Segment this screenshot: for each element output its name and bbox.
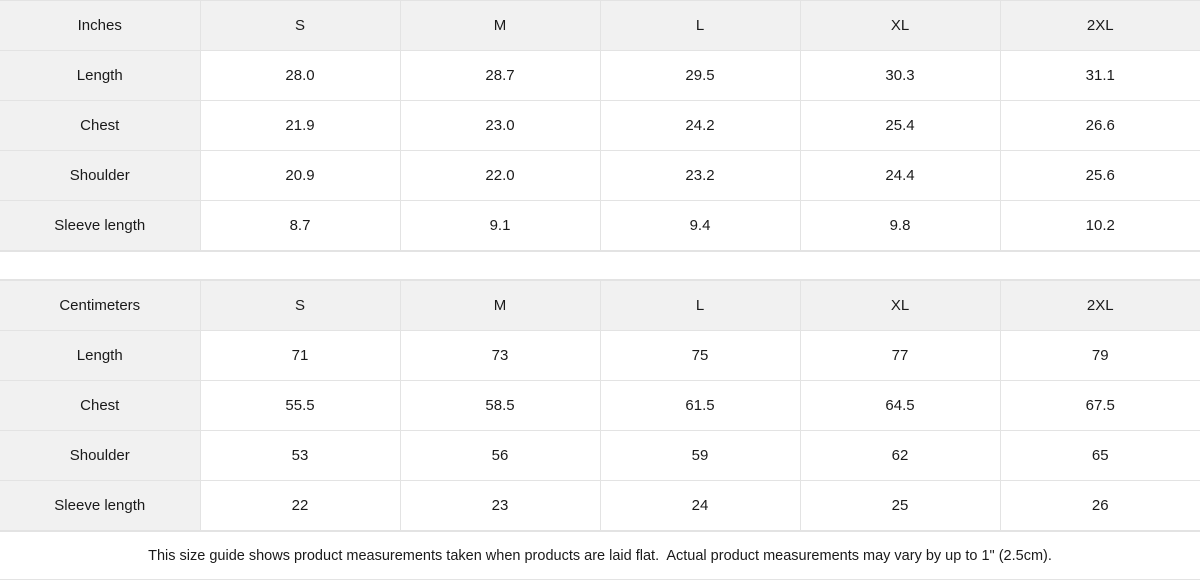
row-label-shoulder: Shoulder <box>0 430 201 482</box>
row-label-chest: Chest <box>0 380 201 432</box>
column-header-l: L <box>600 280 801 332</box>
cell-length-s: 28.0 <box>200 50 401 101</box>
cell-sleeve-length-s: 8.7 <box>200 200 401 251</box>
cell-shoulder-2xl: 65 <box>1000 430 1200 482</box>
header-row: Inches S M L XL 2XL <box>0 0 1200 51</box>
row-label-sleeve-length: Sleeve length <box>0 480 201 532</box>
unit-label-inches: Inches <box>0 0 201 51</box>
cell-chest-xl: 25.4 <box>800 100 1001 151</box>
cell-sleeve-length-l: 24 <box>600 480 801 532</box>
cell-chest-l: 61.5 <box>600 380 801 432</box>
column-header-l: L <box>600 0 801 51</box>
table-body-centimeters: Length 71 73 75 77 79 Chest 55.5 58.5 61… <box>0 330 1200 532</box>
row-label-sleeve-length: Sleeve length <box>0 200 201 251</box>
cell-sleeve-length-2xl: 26 <box>1000 480 1200 532</box>
cell-shoulder-m: 56 <box>400 430 601 482</box>
cell-shoulder-l: 59 <box>600 430 801 482</box>
row-label-shoulder: Shoulder <box>0 150 201 201</box>
cell-sleeve-length-l: 9.4 <box>600 200 801 251</box>
table-header-centimeters: Centimeters S M L XL 2XL <box>0 280 1200 332</box>
header-row: Centimeters S M L XL 2XL <box>0 280 1200 332</box>
size-guide-footnote: This size guide shows product measuremen… <box>0 531 1200 580</box>
size-table-inches: Inches S M L XL 2XL Length 28.0 28.7 29.… <box>0 0 1200 251</box>
table-header-inches: Inches S M L XL 2XL <box>0 0 1200 51</box>
column-header-xl: XL <box>800 0 1001 51</box>
cell-length-l: 29.5 <box>600 50 801 101</box>
cell-shoulder-xl: 24.4 <box>800 150 1001 201</box>
row-label-length: Length <box>0 330 201 382</box>
cell-sleeve-length-m: 23 <box>400 480 601 532</box>
table-row: Chest 55.5 58.5 61.5 64.5 67.5 <box>0 380 1200 432</box>
cell-shoulder-s: 53 <box>200 430 401 482</box>
table-row: Shoulder 53 56 59 62 65 <box>0 430 1200 482</box>
cell-length-2xl: 79 <box>1000 330 1200 382</box>
cell-sleeve-length-m: 9.1 <box>400 200 601 251</box>
table-spacer <box>0 251 1200 281</box>
cell-sleeve-length-xl: 25 <box>800 480 1001 532</box>
column-header-s: S <box>200 0 401 51</box>
cell-chest-m: 23.0 <box>400 100 601 151</box>
column-header-m: M <box>400 280 601 332</box>
cell-shoulder-l: 23.2 <box>600 150 801 201</box>
cell-length-m: 28.7 <box>400 50 601 101</box>
row-label-length: Length <box>0 50 201 101</box>
cell-length-xl: 77 <box>800 330 1001 382</box>
cell-shoulder-xl: 62 <box>800 430 1001 482</box>
table-row: Shoulder 20.9 22.0 23.2 24.4 25.6 <box>0 150 1200 201</box>
cell-length-l: 75 <box>600 330 801 382</box>
cell-length-2xl: 31.1 <box>1000 50 1200 101</box>
column-header-2xl: 2XL <box>1000 280 1200 332</box>
column-header-2xl: 2XL <box>1000 0 1200 51</box>
table-row: Chest 21.9 23.0 24.2 25.4 26.6 <box>0 100 1200 151</box>
cell-chest-s: 55.5 <box>200 380 401 432</box>
cell-sleeve-length-xl: 9.8 <box>800 200 1001 251</box>
size-table-centimeters: Centimeters S M L XL 2XL Length 71 73 75… <box>0 280 1200 532</box>
column-header-xl: XL <box>800 280 1001 332</box>
cell-length-s: 71 <box>200 330 401 382</box>
table-row: Length 71 73 75 77 79 <box>0 330 1200 382</box>
cell-chest-s: 21.9 <box>200 100 401 151</box>
cell-shoulder-m: 22.0 <box>400 150 601 201</box>
cell-chest-2xl: 26.6 <box>1000 100 1200 151</box>
cell-shoulder-2xl: 25.6 <box>1000 150 1200 201</box>
cell-chest-l: 24.2 <box>600 100 801 151</box>
cell-shoulder-s: 20.9 <box>200 150 401 201</box>
column-header-s: S <box>200 280 401 332</box>
cell-sleeve-length-2xl: 10.2 <box>1000 200 1200 251</box>
cell-chest-2xl: 67.5 <box>1000 380 1200 432</box>
table-row: Sleeve length 22 23 24 25 26 <box>0 480 1200 532</box>
table-row: Length 28.0 28.7 29.5 30.3 31.1 <box>0 50 1200 101</box>
cell-chest-xl: 64.5 <box>800 380 1001 432</box>
unit-label-centimeters: Centimeters <box>0 280 201 332</box>
cell-chest-m: 58.5 <box>400 380 601 432</box>
cell-length-xl: 30.3 <box>800 50 1001 101</box>
row-label-chest: Chest <box>0 100 201 151</box>
table-body-inches: Length 28.0 28.7 29.5 30.3 31.1 Chest 21… <box>0 50 1200 251</box>
cell-length-m: 73 <box>400 330 601 382</box>
cell-sleeve-length-s: 22 <box>200 480 401 532</box>
table-row: Sleeve length 8.7 9.1 9.4 9.8 10.2 <box>0 200 1200 251</box>
column-header-m: M <box>400 0 601 51</box>
